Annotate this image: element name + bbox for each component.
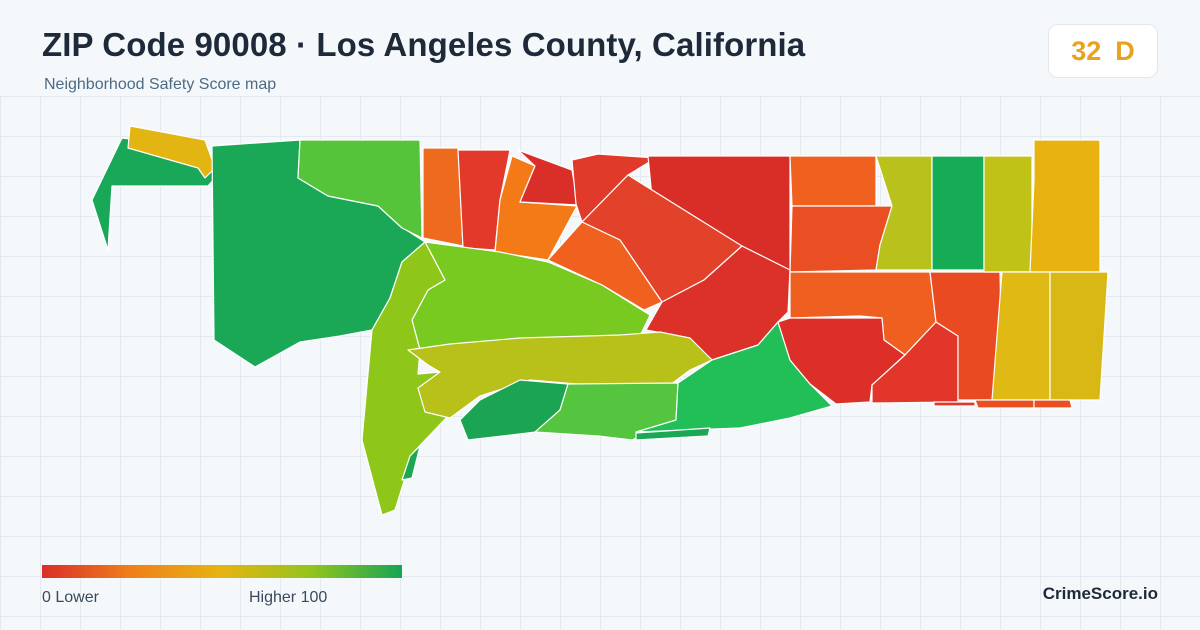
map-region[interactable] bbox=[297, 139, 423, 239]
map-region[interactable] bbox=[983, 155, 1033, 273]
map-region[interactable] bbox=[635, 321, 833, 433]
map-region[interactable] bbox=[1029, 139, 1101, 273]
legend-max-label: Higher 100 bbox=[249, 589, 328, 606]
page-subtitle: Neighborhood Safety Score map bbox=[44, 76, 277, 93]
map-region[interactable] bbox=[974, 399, 1035, 409]
legend-min-label: 0 Lower bbox=[42, 589, 99, 606]
map-region[interactable] bbox=[777, 317, 906, 405]
map-region[interactable] bbox=[1033, 399, 1073, 409]
map-region[interactable] bbox=[931, 155, 985, 271]
map-region[interactable] bbox=[517, 149, 579, 206]
map-region[interactable] bbox=[635, 427, 711, 441]
safety-score-badge: 32 D bbox=[1048, 24, 1158, 78]
map-region[interactable] bbox=[991, 271, 1051, 401]
map-region[interactable] bbox=[789, 155, 877, 207]
map-region[interactable] bbox=[547, 221, 663, 311]
score-value: 32 bbox=[1071, 35, 1102, 66]
page-title: ZIP Code 90008 · Los Angeles County, Cal… bbox=[42, 26, 806, 63]
map-region[interactable] bbox=[401, 445, 421, 481]
map-region[interactable] bbox=[422, 147, 464, 247]
map-region[interactable] bbox=[127, 125, 216, 179]
score-grade: D bbox=[1115, 35, 1135, 66]
map-region[interactable] bbox=[933, 401, 976, 407]
map-region[interactable] bbox=[1049, 271, 1109, 401]
brand-logo-text[interactable]: CrimeScore.io bbox=[1042, 584, 1158, 603]
legend-gradient-bar bbox=[42, 565, 402, 578]
